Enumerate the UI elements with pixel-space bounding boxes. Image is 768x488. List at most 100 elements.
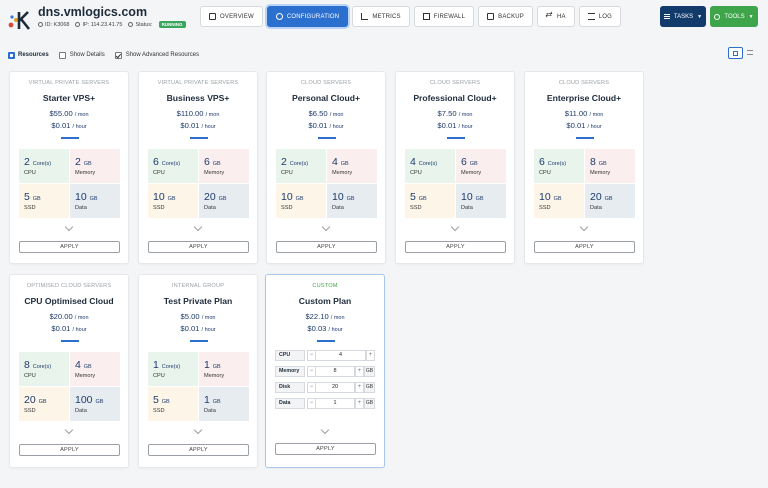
apply-button[interactable]: APPLY <box>148 241 249 253</box>
chevron-down-icon[interactable] <box>320 425 330 435</box>
spec-cpu: 8 Core(s) CPU <box>19 352 69 386</box>
plan-name: Professional Cloud+ <box>413 93 497 103</box>
data-input[interactable]: 1 <box>316 398 355 409</box>
tab-configuration[interactable]: CONFIGURATION <box>266 6 349 27</box>
plan-card: INTERNAL GROUP Test Private Plan $5.00 / m… <box>138 274 258 468</box>
spec-cpu: 4 Core(s) CPU <box>405 149 455 183</box>
tab-backup[interactable]: BACKUP <box>478 6 534 27</box>
spec-grid: 2 Core(s) CPU 2 GB Memory 5 GB SSD 10 GB Data <box>19 149 120 219</box>
plan-name: Enterprise Cloud+ <box>546 93 622 103</box>
plan-name: Personal Cloud+ <box>291 93 361 103</box>
price-underline <box>61 340 79 342</box>
grid-icon <box>733 50 738 56</box>
caret-down-icon: ▼ <box>697 13 703 20</box>
cpu-input[interactable]: 4 <box>316 350 366 361</box>
disk-label: Disk <box>275 382 305 393</box>
apply-button[interactable]: APPLY <box>276 241 377 253</box>
list-view-button[interactable] <box>747 50 753 55</box>
price-hourly: $0.01 / hour <box>51 121 87 130</box>
apply-button[interactable]: APPLY <box>148 444 249 456</box>
price-underline <box>190 340 208 342</box>
cpu-increment-button[interactable]: + <box>366 350 375 361</box>
tasks-button[interactable]: TASKS ▼ <box>660 6 706 27</box>
grid-view-button[interactable] <box>728 47 743 59</box>
server-ip: IP: 114.23.41.75 <box>75 21 122 28</box>
tab-metrics[interactable]: METRICS <box>352 6 410 27</box>
spec-cpu: 6 Core(s) CPU <box>148 149 198 183</box>
data-increment-button[interactable]: + <box>355 398 364 409</box>
memory-input[interactable]: 8 <box>316 366 355 377</box>
memory-unit: GB <box>364 366 375 377</box>
resources-label: Resources <box>8 51 49 59</box>
spec-grid: 6 Core(s) CPU 6 GB Memory 10 GB SSD 20 GB Data <box>148 149 249 219</box>
cpu-label: CPU <box>275 350 305 361</box>
spec-grid: 4 Core(s) CPU 6 GB Memory 5 GB SSD 10 GB Data <box>405 149 506 219</box>
host-meta: ID: K3068 IP: 114.23.41.75 Status: RUNNI… <box>38 21 186 28</box>
caret-down-icon: ▼ <box>748 13 754 20</box>
chevron-down-icon[interactable] <box>64 222 74 232</box>
spec-grid: 2 Core(s) CPU 4 GB Memory 10 GB SSD 10 GB Data <box>276 149 377 219</box>
cpu-decrement-button[interactable]: − <box>307 350 316 361</box>
spec-grid: 8 Core(s) CPU 4 GB Memory 20 GB SSD 100 GB Data <box>19 352 120 422</box>
plan-card: CLOUD SERVERS Enterprise Cloud+ $11.00 / m… <box>524 71 644 264</box>
brick-wall-icon <box>422 13 430 20</box>
disk-decrement-button[interactable]: − <box>307 382 316 393</box>
disk-unit: GB <box>364 382 375 393</box>
vmlogics-logo-icon <box>8 11 31 30</box>
spec-data: 100 GB Data <box>70 387 120 421</box>
apply-button[interactable]: APPLY <box>275 443 376 455</box>
id-icon <box>38 21 43 27</box>
plan-category: OPTIMISED CLOUD SERVERS <box>26 283 112 289</box>
disk-increment-button[interactable]: + <box>355 382 364 393</box>
disk-input[interactable]: 20 <box>316 382 355 393</box>
wrench-icon <box>714 13 721 20</box>
show-details-toggle[interactable]: Show Details <box>58 51 105 59</box>
price-hourly: $0.01 / hour <box>180 121 216 130</box>
data-unit: GB <box>364 398 375 409</box>
server-id: ID: K3068 <box>38 21 69 28</box>
tab-overview[interactable]: OVERVIEW <box>200 6 263 27</box>
price-monthly: $11.00 / mon <box>564 109 604 118</box>
memory-label: Memory <box>275 366 305 377</box>
custom-config-rows: CPU − 4 + Memory − 8 + GB Disk − 20 + GB… <box>275 350 376 414</box>
apply-button[interactable]: APPLY <box>19 444 120 456</box>
resources-icon <box>8 51 15 59</box>
show-advanced-checkbox[interactable] <box>114 51 122 59</box>
tools-button[interactable]: TOOLS ▼ <box>710 6 758 27</box>
chevron-down-icon[interactable] <box>321 222 331 232</box>
plan-name: Test Private Plan <box>163 296 233 306</box>
data-decrement-button[interactable]: − <box>307 398 316 409</box>
show-details-checkbox[interactable] <box>58 51 66 59</box>
plan-category: CLOUD SERVERS <box>429 80 481 86</box>
show-advanced-toggle[interactable]: Show Advanced Resources <box>114 51 199 59</box>
chevron-down-icon[interactable] <box>64 425 74 435</box>
spec-memory: 8 GB Memory <box>585 149 635 183</box>
apply-button[interactable]: APPLY <box>405 241 506 253</box>
plan-name: Custom Plan <box>298 296 352 306</box>
price-underline <box>447 137 465 139</box>
spec-data: 10 GB Data <box>70 184 120 218</box>
spec-memory: 4 GB Memory <box>70 352 120 386</box>
tab-log[interactable]: LOG <box>578 6 622 27</box>
tab-firewall[interactable]: FIREWALL <box>413 6 475 27</box>
memory-increment-button[interactable]: + <box>355 366 364 377</box>
document-icon <box>209 13 216 20</box>
tab-ha[interactable]: HA <box>537 6 575 27</box>
chevron-down-icon[interactable] <box>193 425 203 435</box>
chevron-down-icon[interactable] <box>450 222 460 232</box>
memory-decrement-button[interactable]: − <box>307 366 316 377</box>
server-status: Status: <box>128 21 153 28</box>
chevron-down-icon[interactable] <box>193 222 203 232</box>
apply-button[interactable]: APPLY <box>19 241 120 253</box>
plan-card: VIRTUAL PRIVATE SERVERS Business VPS+ $110… <box>138 71 258 264</box>
plan-category: CLOUD SERVERS <box>300 80 352 86</box>
spec-cpu: 1 Core(s) CPU <box>148 352 198 386</box>
tab-bar: OVERVIEW CONFIGURATION METRICS FIREWALL … <box>200 6 622 27</box>
apply-button[interactable]: APPLY <box>534 241 635 253</box>
spec-grid: 6 Core(s) CPU 8 GB Memory 10 GB SSD 20 GB Data <box>534 149 635 219</box>
plan-category: CLOUD SERVERS <box>558 80 610 86</box>
spec-memory: 6 GB Memory <box>456 149 506 183</box>
chevron-down-icon[interactable] <box>579 222 589 232</box>
price-hourly: $0.01 / hour <box>566 121 602 130</box>
spec-ssd: 5 GB SSD <box>405 184 455 218</box>
